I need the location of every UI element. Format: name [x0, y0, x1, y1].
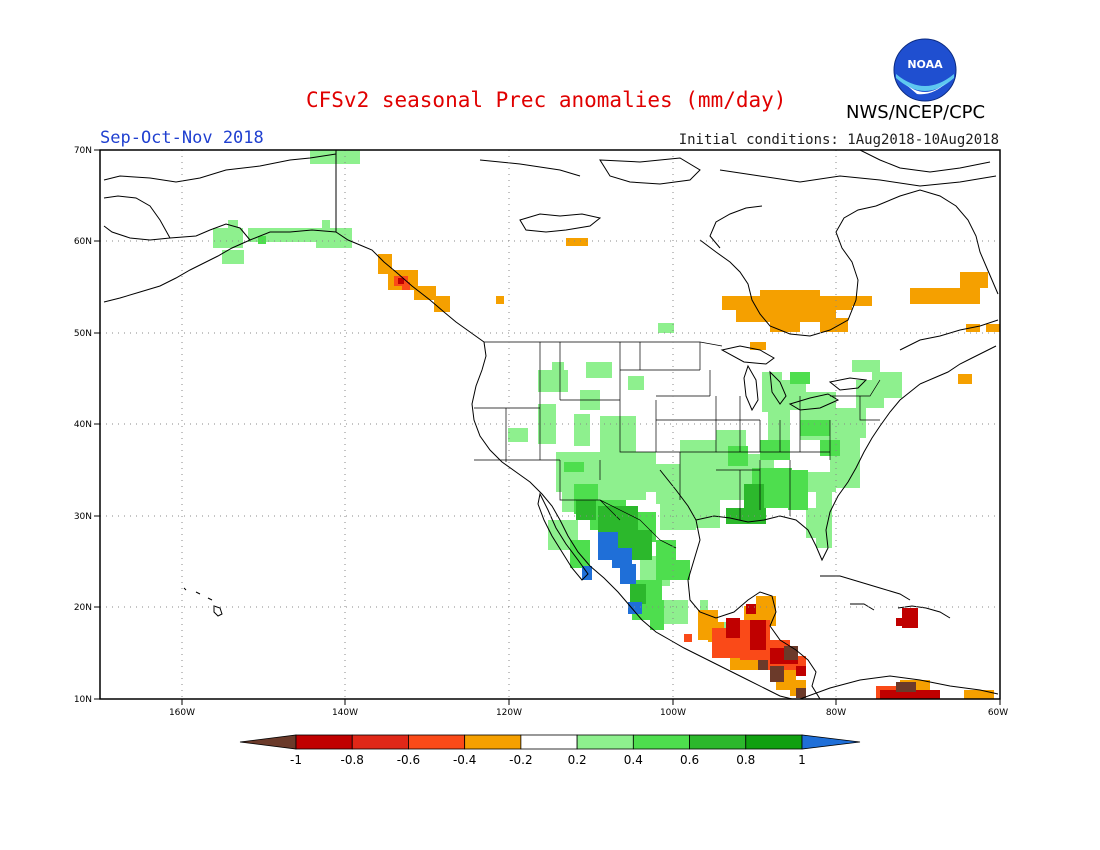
colorbar-box — [520, 734, 578, 750]
colorbar-tick-label: -0.2 — [509, 753, 532, 767]
colorbar-box — [632, 734, 690, 750]
colorbar-tick-label: 0.2 — [568, 753, 587, 767]
colorbar-box — [464, 734, 522, 750]
colorbar-box — [745, 734, 803, 750]
colorbar-box — [351, 734, 409, 750]
lat-label: 50N — [74, 329, 92, 339]
lat-label: 20N — [74, 603, 92, 613]
latitude-labels: 70N 60N 50N 40N 30N 20N 10N — [74, 146, 92, 705]
lat-label: 40N — [74, 420, 92, 430]
colorbar-box — [408, 734, 466, 750]
colorbar-right-arrow — [801, 734, 861, 750]
gridlines — [100, 150, 1000, 699]
lat-label: 30N — [74, 512, 92, 522]
colorbar-tick-label: -0.6 — [397, 753, 420, 767]
longitude-labels: 160W 140W 120W 100W 80W 60W — [169, 708, 1008, 718]
lon-label: 80W — [826, 708, 846, 718]
colorbar-tick-label: 1 — [798, 753, 806, 767]
noaa-logo-icon: NOAA — [893, 38, 957, 102]
colorbar: -1 -0.8 -0.6 -0.4 -0.2 0.2 0.4 0.6 0.8 1 — [239, 734, 861, 767]
season-label: Sep-Oct-Nov 2018 — [100, 128, 264, 148]
lon-label: 100W — [660, 708, 686, 718]
colorbar-tick-label: 0.4 — [624, 753, 643, 767]
coastlines — [103, 150, 999, 699]
chart-title: CFSv2 seasonal Prec anomalies (mm/day) — [306, 88, 787, 112]
lon-label: 140W — [332, 708, 358, 718]
colorbar-tick-label: -1 — [290, 753, 302, 767]
colorbar-tick-label: 0.6 — [680, 753, 699, 767]
state-borders — [474, 341, 881, 549]
colorbar-box — [689, 734, 747, 750]
colorbar-tick-label: 0.8 — [736, 753, 755, 767]
svg-text:NOAA: NOAA — [907, 58, 943, 71]
anomaly-shading — [213, 150, 1000, 699]
lon-label: 160W — [169, 708, 195, 718]
colorbar-tick-label: -0.8 — [341, 753, 364, 767]
agency-label: NWS/NCEP/CPC — [846, 102, 986, 123]
lon-label: 60W — [988, 708, 1008, 718]
colorbar-box — [295, 734, 353, 750]
colorbar-tick-label: -0.4 — [453, 753, 476, 767]
colorbar-box — [576, 734, 634, 750]
axis-ticks — [94, 149, 1001, 705]
lat-label: 70N — [74, 146, 92, 156]
lon-label: 120W — [496, 708, 522, 718]
initial-conditions-label: Initial conditions: 1Aug2018-10Aug2018 — [678, 132, 999, 148]
lat-label: 60N — [74, 237, 92, 247]
lat-label: 10N — [74, 695, 92, 705]
colorbar-left-arrow — [239, 734, 297, 750]
